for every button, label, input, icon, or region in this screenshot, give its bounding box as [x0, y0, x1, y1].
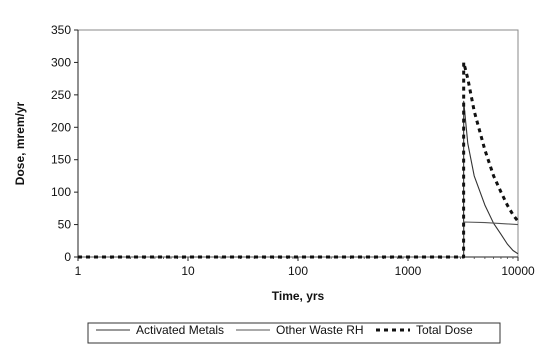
y-tick-label: 300 — [51, 55, 71, 69]
x-tick-label: 100 — [288, 264, 308, 278]
y-tick-label: 150 — [51, 153, 71, 167]
y-tick-label: 200 — [51, 120, 71, 134]
series-line-2 — [78, 60, 520, 259]
x-tick-label: 10 — [181, 264, 195, 278]
y-tick-label: 0 — [64, 250, 71, 264]
legend-label: Activated Metals — [136, 323, 224, 337]
legend-box — [87, 322, 501, 344]
y-tick-label: 50 — [58, 218, 72, 232]
x-tick-label: 1000 — [395, 264, 422, 278]
series-layer — [78, 60, 520, 259]
y-axis: 0 50 100 150 200 250 300 350 — [51, 23, 79, 264]
x-tick-label: 10000 — [501, 264, 535, 278]
legend-label: Other Waste RH — [276, 323, 364, 337]
legend: Activated Metals Other Waste RH Total Dose — [87, 322, 501, 344]
x-tick-label: 1 — [75, 264, 82, 278]
y-axis-title: Dose, mrem/yr — [13, 101, 27, 185]
y-tick-label: 100 — [51, 185, 71, 199]
x-axis-title: Time, yrs — [272, 289, 325, 303]
legend-label: Total Dose — [416, 323, 473, 337]
y-tick-label: 350 — [51, 23, 71, 37]
y-tick-label: 250 — [51, 88, 71, 102]
